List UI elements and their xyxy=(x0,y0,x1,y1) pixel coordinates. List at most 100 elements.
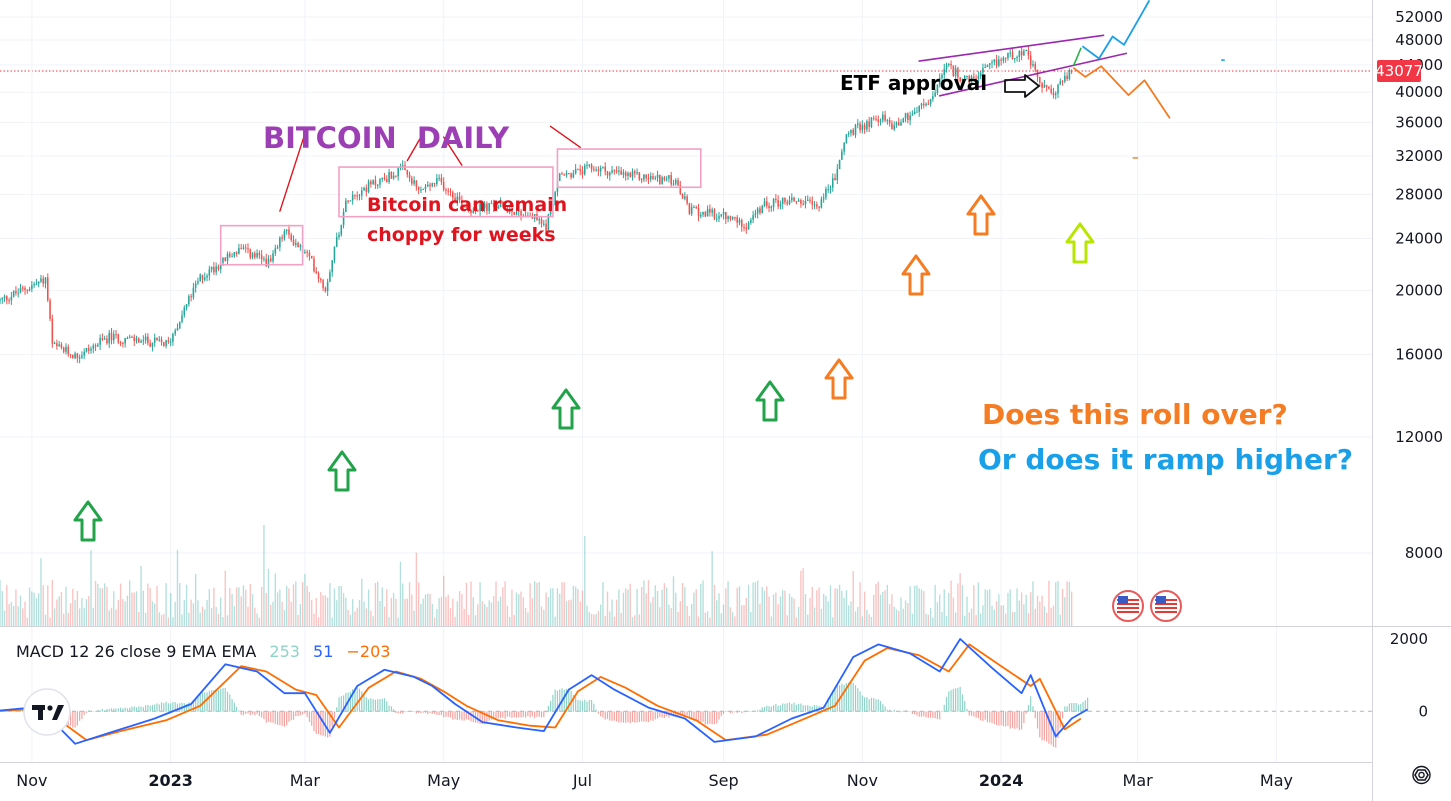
macd-hist-bar xyxy=(850,682,852,712)
macd-hist-bar xyxy=(265,711,267,723)
candle-body xyxy=(288,229,290,235)
volume-bar xyxy=(939,594,941,626)
price-axis[interactable]: 8000 12000 16000 20000 24000 28000 32000 36000 4… xyxy=(1395,8,1443,562)
volume-bar xyxy=(857,606,859,626)
macd-hist-bar xyxy=(495,711,497,719)
candle-body xyxy=(574,169,577,174)
volume-bar xyxy=(877,581,879,626)
candle-body xyxy=(420,189,422,191)
macd-hist-bar xyxy=(750,711,752,712)
candle-body xyxy=(986,65,989,67)
candle-body xyxy=(659,174,661,184)
macd-hist-bar xyxy=(738,711,741,712)
candle-body xyxy=(192,287,195,298)
candle-body xyxy=(588,164,591,166)
candle-body xyxy=(87,348,90,351)
volume-bar xyxy=(181,614,183,626)
macd-hist-bar xyxy=(932,711,934,718)
candle-body xyxy=(950,64,952,66)
candle-body xyxy=(872,117,875,119)
candle-body xyxy=(356,195,359,197)
macd-hist-bar xyxy=(841,683,843,712)
macd-hist-bar xyxy=(490,711,493,720)
time-axis[interactable]: Nov 2023 Mar May Jul Sep Nov 2024 Mar May xyxy=(16,771,1293,790)
volume-bar xyxy=(738,586,741,626)
volume-bar xyxy=(891,594,893,626)
candle-body xyxy=(456,196,459,201)
candle-body xyxy=(238,248,240,254)
macd-axis[interactable]: 2000 0 xyxy=(1390,630,1428,720)
volume-bar xyxy=(383,606,386,626)
macd-hist-bar xyxy=(286,711,288,726)
candle-body xyxy=(24,288,26,290)
volume-bar xyxy=(545,592,547,626)
macd-hist-bar xyxy=(980,711,982,721)
macd-hist-bar xyxy=(192,700,194,712)
macd-hist-bar xyxy=(966,708,968,712)
volume-bar xyxy=(638,614,641,626)
macd-hist-bar xyxy=(1016,711,1018,729)
macd-hist-bar xyxy=(545,711,547,713)
us-flag-event-icon[interactable] xyxy=(1112,590,1144,622)
candle-body xyxy=(672,183,675,185)
volume-bar xyxy=(763,590,766,626)
candle-body xyxy=(165,340,167,346)
volume-bar xyxy=(154,603,156,626)
candle-body xyxy=(1013,58,1016,60)
candle-body xyxy=(260,255,263,260)
candle-body xyxy=(379,179,381,185)
macd-hist-bar xyxy=(547,705,549,712)
settings-gear-icon[interactable] xyxy=(1412,765,1431,785)
macd-hist-bar xyxy=(609,711,611,721)
macd-hist-bar xyxy=(85,711,88,713)
volume-bar xyxy=(397,617,399,626)
candle-body xyxy=(365,187,368,192)
macd-hist-bar xyxy=(877,699,879,712)
candle-body xyxy=(779,204,782,207)
candle-body xyxy=(345,200,347,213)
volume-bar xyxy=(770,616,773,626)
candle-body xyxy=(283,231,286,239)
macd-hist-bar xyxy=(800,703,802,712)
macd-hist-bar xyxy=(497,711,499,719)
macd-legend[interactable]: MACD 12 26 close 9 EMA EMA 253 51 −203 xyxy=(16,642,390,661)
candle-body xyxy=(308,252,311,256)
volume-bar xyxy=(449,608,452,626)
candle-body xyxy=(699,214,702,217)
macd-hist-bar xyxy=(236,706,238,712)
volume-bar xyxy=(240,596,242,626)
candle-body xyxy=(975,77,977,79)
chop-note-line1: Bitcoin can remain xyxy=(367,194,567,216)
candle-body xyxy=(988,63,991,66)
macd-hist-bar xyxy=(1043,711,1045,741)
volume-bar xyxy=(663,583,666,626)
candle-body xyxy=(777,200,779,207)
volume-bar xyxy=(290,601,292,626)
candle-body xyxy=(941,74,943,79)
macd-hist-bar xyxy=(1075,702,1077,712)
volume-bar xyxy=(404,598,406,626)
candle-body xyxy=(324,287,327,292)
macd-hist-bar xyxy=(943,704,945,712)
volume-bar xyxy=(215,606,217,626)
candle-body xyxy=(611,170,613,173)
candle-body xyxy=(347,200,349,202)
macd-hist-bar xyxy=(249,711,251,716)
macd-hist-bar xyxy=(365,697,367,712)
price-tick-label: 32000 xyxy=(1395,147,1443,165)
volume-bar xyxy=(506,605,509,626)
macd-hist-bar xyxy=(722,711,725,715)
volume-bar xyxy=(802,568,804,626)
macd-hist-bar xyxy=(784,703,786,712)
candle-body xyxy=(94,345,97,347)
macd-hist-bar xyxy=(650,711,652,721)
tradingview-logo-icon[interactable] xyxy=(23,688,71,736)
volume-bar xyxy=(197,600,199,626)
candle-body xyxy=(81,355,83,358)
volume-bar xyxy=(636,589,638,626)
macd-hist-bar xyxy=(422,711,424,713)
macd-hist-bar xyxy=(1002,711,1005,727)
candle-body xyxy=(46,277,49,301)
us-flag-event-icon[interactable] xyxy=(1150,590,1182,622)
